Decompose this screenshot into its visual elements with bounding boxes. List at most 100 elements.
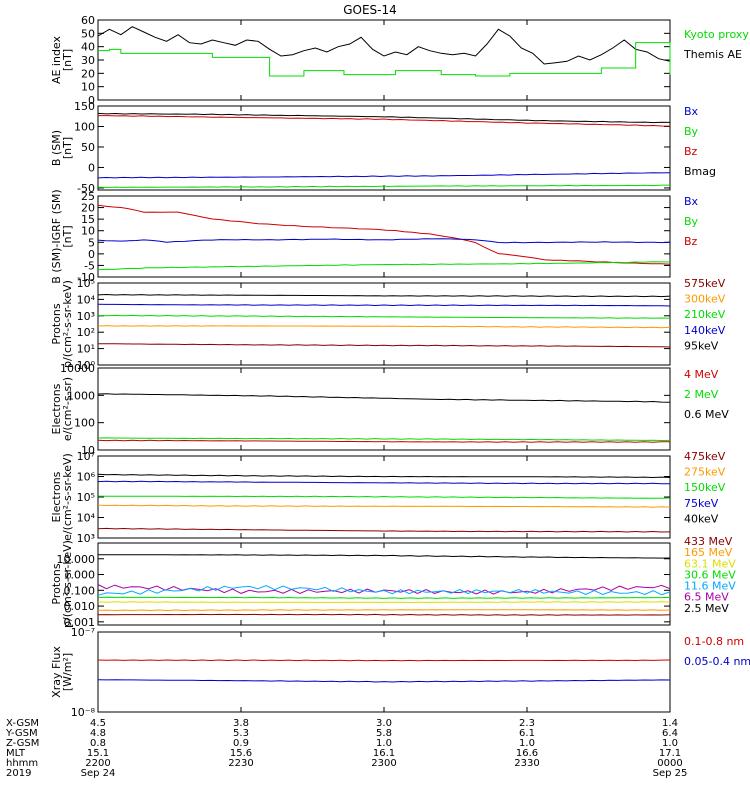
legend-entry: 11.6 MeV	[684, 580, 736, 593]
footer-value: 2300	[371, 758, 396, 769]
legend-entry: 0.6 MeV	[684, 408, 729, 421]
legend-entry: 30.6 MeV	[684, 568, 736, 581]
series-line-275kev	[97, 504, 671, 508]
footer-value: 2230	[228, 758, 253, 769]
footer-value: 15.1	[87, 748, 109, 759]
series-line-40kev	[97, 473, 671, 479]
y-tick-label: 10⁴	[77, 512, 96, 525]
y-tick-label: 0	[88, 248, 95, 261]
y-tick-label: 10⁴	[77, 293, 96, 306]
y-axis-label: p/(cm²-s-sr-keV)	[61, 540, 74, 628]
series-line-2-5-mev	[97, 554, 671, 559]
panel-frame	[97, 367, 671, 451]
panel-frame	[97, 19, 671, 101]
y-tick-label: 150	[74, 100, 95, 113]
series-line-by	[97, 261, 671, 271]
y-tick-label: 10¹	[77, 343, 95, 356]
legend-entry: Bz	[684, 145, 698, 158]
legend-entry: Bz	[684, 235, 698, 248]
y-tick-label: 5	[88, 236, 95, 249]
panel-2: -50 0 50 100 150 B (SM)[nT] Bx By Bz Bmag	[50, 100, 716, 195]
footer-row-label: X-GSM	[6, 718, 39, 729]
y-axis-label: B (SM)-IGRF (SM)	[50, 189, 63, 283]
footer-row-label: hhmm	[6, 758, 38, 769]
y-axis-label: [W/m²]	[61, 653, 74, 691]
y-tick-label: 15	[81, 213, 95, 226]
footer-value: 0000	[657, 758, 682, 769]
series-line-4-mev	[97, 439, 670, 443]
y-tick-label: 100	[74, 417, 95, 430]
y-tick-label: 10	[81, 444, 95, 457]
y-tick-label: 10.000	[57, 553, 96, 566]
y-tick-label: -50	[77, 182, 95, 195]
series-line-0-1-0-8-nm	[97, 659, 671, 662]
footer-value: Sep 24	[81, 768, 116, 779]
series-line-6-5-mev	[97, 584, 671, 595]
y-tick-label: 0.100	[64, 584, 96, 597]
y-tick-label: 10³	[77, 310, 95, 323]
panel-8: 10⁻⁸ 10⁻⁷ Xray Flux[W/m²] 0.1-0.8 nm 0.05-0.…	[50, 626, 750, 719]
y-tick-label: 10⁵	[77, 277, 95, 290]
y-tick-label: 10⁰	[77, 359, 96, 372]
legend-entry: 40keV	[684, 512, 719, 525]
y-tick-label: 0.001	[64, 616, 96, 629]
y-tick-label: 20	[81, 202, 95, 215]
legend-entry: 6.5 MeV	[684, 591, 729, 604]
legend-entry: 140keV	[684, 324, 726, 337]
y-axis-label: [nT]	[61, 225, 74, 247]
series-line-95kev	[97, 293, 671, 298]
series-line-30-6-mev	[97, 596, 671, 599]
legend-entry: 210keV	[684, 308, 726, 321]
series-line-themis-ae	[97, 26, 671, 65]
y-tick-label: 50	[81, 141, 95, 154]
series-line-63-1-mev	[97, 601, 671, 604]
series-line-475kev	[97, 527, 671, 533]
y-tick-label: 100	[74, 120, 95, 133]
series-line-140kev	[97, 303, 671, 307]
series-line-0-05-0-4-nm	[97, 679, 671, 683]
y-tick-label: 50	[81, 27, 95, 40]
legend-entry: 575keV	[684, 277, 726, 290]
y-axis-label: [nT]	[61, 137, 74, 159]
y-tick-label: 10	[81, 225, 95, 238]
footer-value: 4.5	[90, 718, 106, 729]
series-line-bx	[97, 238, 671, 244]
y-tick-label: -5	[84, 259, 95, 272]
series-line-bz	[97, 204, 671, 265]
y-axis-label: p/(cm²-s-sr-keV)	[61, 280, 74, 368]
footer-value: 1.4	[662, 718, 678, 729]
legend-entry: Bmag	[684, 165, 716, 178]
series-line-by	[97, 184, 670, 189]
legend-entry: By	[684, 125, 699, 138]
footer-value: 1.0	[376, 738, 392, 749]
legend-entry: Themis AE	[683, 48, 742, 61]
panel-7: 0.001 0.010 0.100 1.000 10.000Protonsp/(cm²-…	[50, 535, 736, 629]
footer-value: 15.6	[230, 748, 252, 759]
series-line-kyoto-proxy-ae	[98, 42, 671, 77]
legend-entry: 275keV	[684, 466, 726, 479]
series-line-75kev	[97, 480, 671, 485]
legend-entry: 95keV	[684, 339, 719, 352]
y-axis-label: [nT]	[61, 49, 74, 71]
footer-value: 1.0	[662, 738, 678, 749]
y-tick-label: 0.010	[64, 600, 96, 613]
legend-entry: 165 MeV	[684, 546, 733, 559]
panel-4: 10⁰ 10¹ 10² 10³ 10⁴ 10⁵ Protonsp/(cm²-s-sr-keV…	[50, 277, 726, 372]
y-tick-label: 20	[81, 67, 95, 80]
legend-entry: 2 MeV	[684, 388, 719, 401]
y-tick-label: 10000	[60, 362, 95, 375]
y-tick-label: 0	[88, 94, 95, 107]
y-tick-label: 10⁻⁷	[71, 626, 95, 639]
legend-entry: 433 MeV	[684, 535, 733, 548]
footer-value: 3.8	[233, 718, 249, 729]
legend-entry: 2.5 MeV	[684, 602, 729, 615]
y-tick-label: 25	[81, 190, 95, 203]
footer-value: 17.1	[659, 748, 681, 759]
y-axis-label: Electrons	[50, 383, 63, 434]
footer-value: Sep 25	[653, 768, 688, 779]
legend-entry: 63.1 MeV	[684, 557, 736, 570]
y-tick-label: 10³	[77, 532, 95, 545]
series-line-11-6-mev	[97, 584, 671, 596]
y-tick-label: 40	[81, 41, 95, 54]
